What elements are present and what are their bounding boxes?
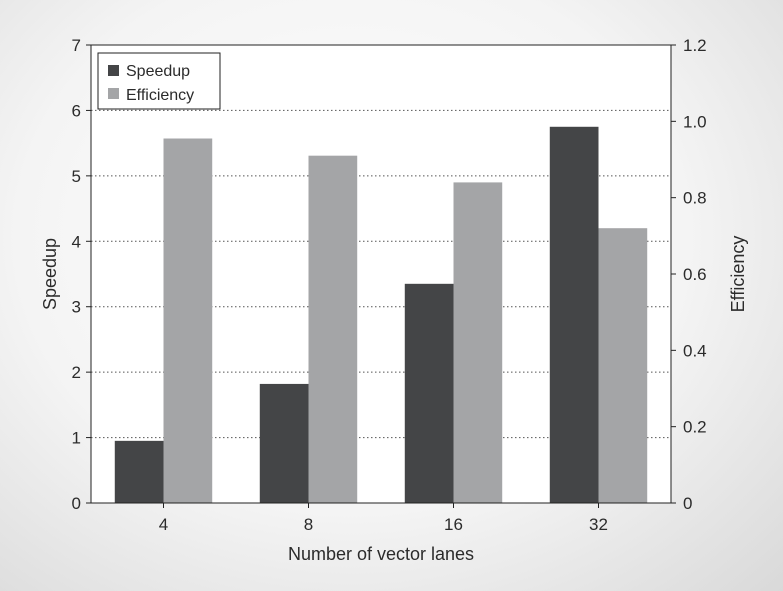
right-tick-label: 1.0 xyxy=(683,112,707,131)
legend: Speedup Efficiency xyxy=(97,52,221,110)
bar-efficiency-8 xyxy=(308,155,358,503)
bar-efficiency-32 xyxy=(598,228,648,503)
right-tick-label: 0.4 xyxy=(683,341,707,360)
bars xyxy=(114,126,648,504)
bar-speedup-16 xyxy=(404,283,454,503)
legend-label-efficiency: Efficiency xyxy=(126,87,194,104)
left-tick-label: 0 xyxy=(72,494,81,513)
right-tick-label: 0.6 xyxy=(683,265,707,284)
bar-speedup-32 xyxy=(549,126,599,504)
right-tick-label: 1.2 xyxy=(683,36,707,55)
left-tick-label: 2 xyxy=(72,363,81,382)
x-tick-label: 4 xyxy=(159,515,168,534)
left-tick-label: 1 xyxy=(72,429,81,448)
bar-efficiency-16 xyxy=(453,182,503,503)
x-tick-label: 32 xyxy=(589,515,608,534)
legend-box xyxy=(97,52,221,110)
legend-swatch-speedup xyxy=(108,65,119,76)
right-tick-label: 0.2 xyxy=(683,418,707,437)
right-tick-label: 0.8 xyxy=(683,189,707,208)
bar-efficiency-4 xyxy=(163,138,213,503)
left-tick-label: 3 xyxy=(72,298,81,317)
x-tick-label: 16 xyxy=(444,515,463,534)
x-tick-label: 8 xyxy=(304,515,313,534)
x-axis-ticks: 4 8 16 32 xyxy=(159,503,608,534)
y-axis-label-right: Efficiency xyxy=(728,236,748,313)
left-tick-label: 7 xyxy=(72,36,81,55)
legend-label-speedup: Speedup xyxy=(126,63,190,80)
left-tick-label: 6 xyxy=(72,101,81,120)
bar-speedup-4 xyxy=(114,440,164,503)
left-tick-label: 4 xyxy=(72,232,81,251)
left-axis-ticks: 0 1 2 3 4 5 6 7 xyxy=(72,36,91,513)
right-axis-ticks: 0 0.2 0.4 0.6 0.8 1.0 1.2 xyxy=(671,36,707,513)
bar-speedup-8 xyxy=(259,383,309,503)
x-axis-label: Number of vector lanes xyxy=(288,544,474,564)
right-tick-label: 0 xyxy=(683,494,692,513)
legend-swatch-efficiency xyxy=(108,88,119,99)
left-tick-label: 5 xyxy=(72,167,81,186)
y-axis-label-left: Speedup xyxy=(40,238,60,310)
